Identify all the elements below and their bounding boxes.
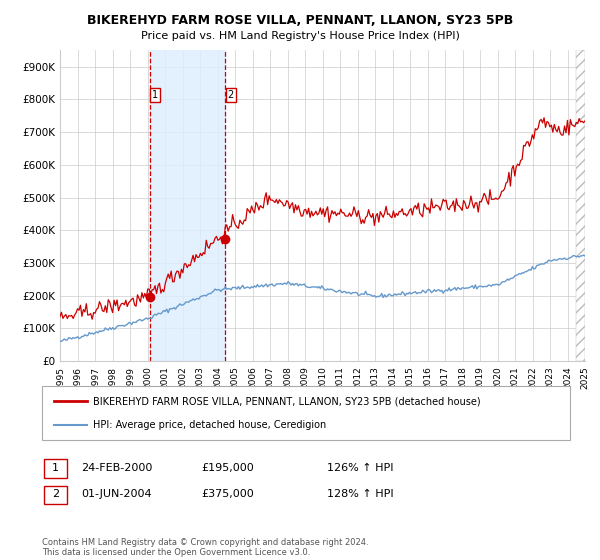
Text: BIKEREHYD FARM ROSE VILLA, PENNANT, LLANON, SY23 5PB (detached house): BIKEREHYD FARM ROSE VILLA, PENNANT, LLAN…: [93, 396, 481, 407]
Text: BIKEREHYD FARM ROSE VILLA, PENNANT, LLANON, SY23 5PB: BIKEREHYD FARM ROSE VILLA, PENNANT, LLAN…: [87, 14, 513, 27]
Text: 126% ↑ HPI: 126% ↑ HPI: [327, 463, 394, 473]
Text: 2: 2: [227, 90, 234, 100]
Text: Price paid vs. HM Land Registry's House Price Index (HPI): Price paid vs. HM Land Registry's House …: [140, 31, 460, 41]
Bar: [576, 50, 585, 361]
Bar: [150, 50, 225, 361]
Text: 1: 1: [52, 463, 59, 473]
Text: 2: 2: [52, 489, 59, 499]
Text: 24-FEB-2000: 24-FEB-2000: [81, 463, 152, 473]
Text: Contains HM Land Registry data © Crown copyright and database right 2024.
This d: Contains HM Land Registry data © Crown c…: [42, 538, 368, 557]
Text: 128% ↑ HPI: 128% ↑ HPI: [327, 489, 394, 499]
Text: 01-JUN-2004: 01-JUN-2004: [81, 489, 152, 499]
Text: HPI: Average price, detached house, Ceredigion: HPI: Average price, detached house, Cere…: [93, 419, 326, 430]
Bar: [576, 50, 585, 361]
Text: 1: 1: [152, 90, 158, 100]
Text: £195,000: £195,000: [201, 463, 254, 473]
Text: £375,000: £375,000: [201, 489, 254, 499]
